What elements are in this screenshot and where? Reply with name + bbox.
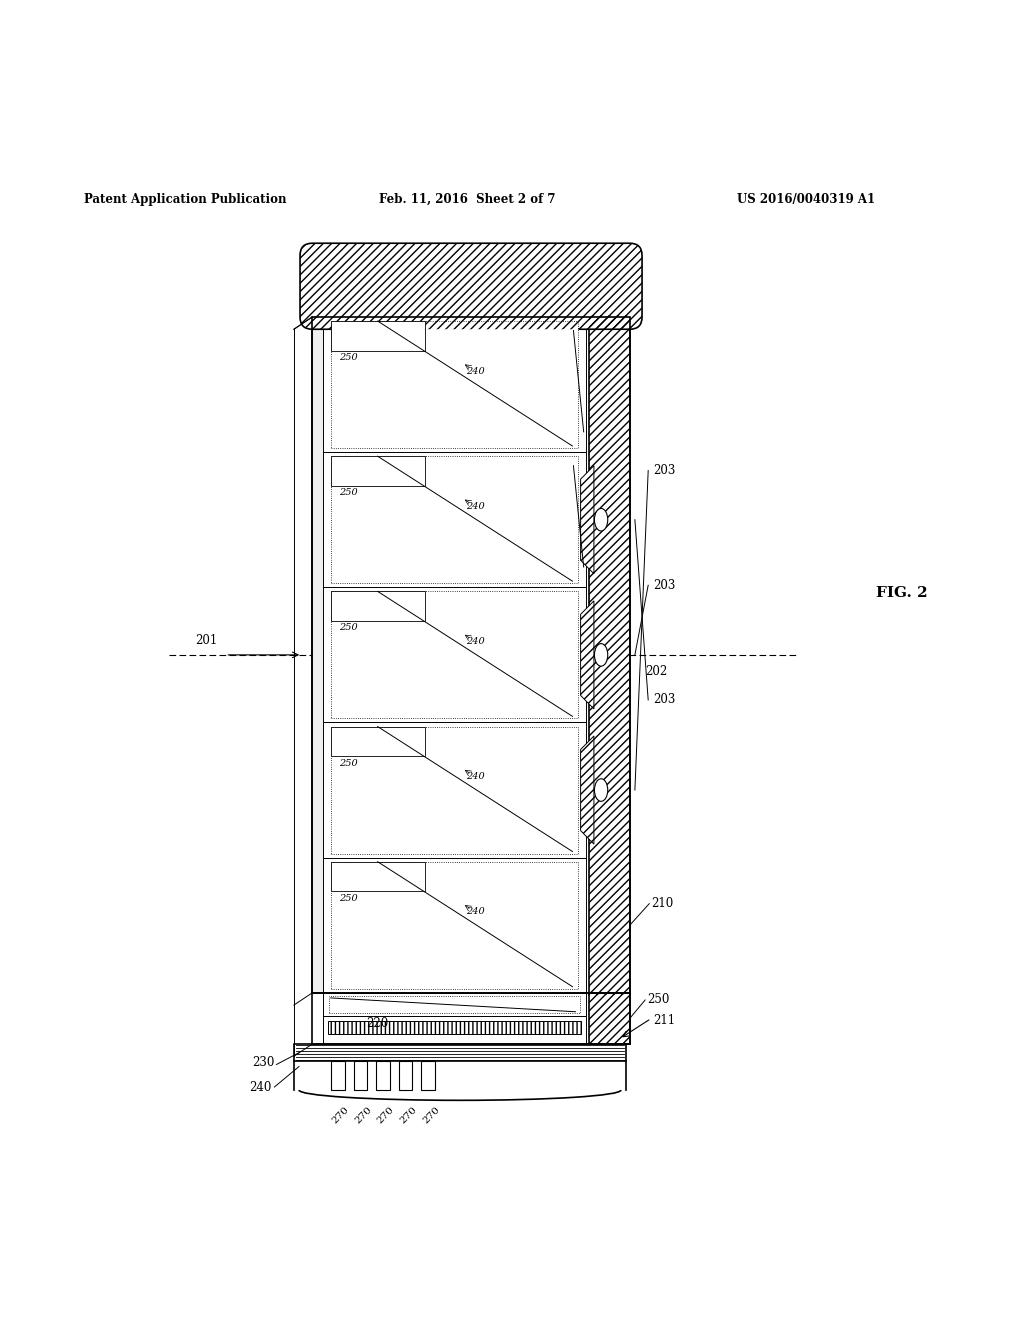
Text: 270: 270 (421, 1105, 441, 1126)
Text: 203: 203 (653, 578, 676, 591)
Text: US 2016/0040319 A1: US 2016/0040319 A1 (737, 193, 876, 206)
Text: 270: 270 (398, 1105, 419, 1126)
Bar (323, 317, 586, 453)
Text: 250: 250 (339, 352, 357, 362)
Bar (323, 993, 586, 1016)
Text: 202: 202 (645, 665, 668, 678)
Text: 240: 240 (467, 367, 485, 375)
Bar (312, 993, 630, 1044)
Ellipse shape (594, 644, 607, 667)
Polygon shape (581, 737, 594, 843)
Text: 270: 270 (353, 1105, 374, 1126)
Bar (331, 726, 578, 854)
Text: 220: 220 (366, 1016, 388, 1030)
Bar (398, 1061, 413, 1090)
Text: 211: 211 (653, 1014, 676, 1027)
Text: 203: 203 (653, 465, 676, 477)
Bar (331, 1061, 345, 1090)
Bar (331, 457, 425, 486)
Text: 203: 203 (653, 693, 676, 706)
Text: 240: 240 (467, 636, 485, 645)
Text: 250: 250 (339, 894, 357, 903)
Bar (323, 453, 586, 587)
FancyBboxPatch shape (300, 243, 642, 329)
Bar (323, 858, 586, 993)
Bar (331, 591, 425, 622)
Text: 230: 230 (252, 1056, 274, 1069)
Bar (331, 457, 578, 583)
Text: 240: 240 (467, 907, 485, 916)
Text: 250: 250 (339, 623, 357, 632)
Text: 250: 250 (339, 488, 357, 498)
Text: 240: 240 (467, 502, 485, 511)
Ellipse shape (594, 779, 607, 801)
Bar (353, 1061, 368, 1090)
Polygon shape (581, 601, 594, 709)
Bar (329, 995, 580, 1012)
Bar (331, 321, 425, 351)
Bar (589, 993, 630, 1044)
Bar (323, 722, 586, 858)
Text: 210: 210 (651, 898, 674, 911)
Polygon shape (581, 466, 594, 574)
Bar (421, 1061, 435, 1090)
Bar (323, 1016, 586, 1044)
Text: FIG. 2: FIG. 2 (876, 586, 927, 601)
Bar (294, 1044, 626, 1061)
Bar (331, 726, 425, 756)
Bar (331, 591, 578, 718)
Bar (331, 862, 578, 989)
Bar (312, 317, 630, 993)
Text: 250: 250 (647, 994, 670, 1006)
Text: 201: 201 (195, 634, 217, 647)
Bar (589, 315, 630, 995)
Text: Patent Application Publication: Patent Application Publication (84, 193, 287, 206)
Text: 250: 250 (339, 759, 357, 767)
Bar (331, 862, 425, 891)
Bar (589, 993, 630, 1044)
Text: 240: 240 (249, 1081, 271, 1093)
Bar (589, 315, 630, 995)
Text: 270: 270 (376, 1105, 396, 1126)
Text: Feb. 11, 2016  Sheet 2 of 7: Feb. 11, 2016 Sheet 2 of 7 (379, 193, 555, 206)
Ellipse shape (594, 508, 607, 531)
Text: 240: 240 (467, 772, 485, 781)
Text: 270: 270 (331, 1105, 351, 1126)
Bar (312, 317, 325, 993)
Bar (376, 1061, 390, 1090)
Bar (331, 321, 578, 447)
Bar (323, 587, 586, 722)
Bar (328, 1022, 581, 1034)
